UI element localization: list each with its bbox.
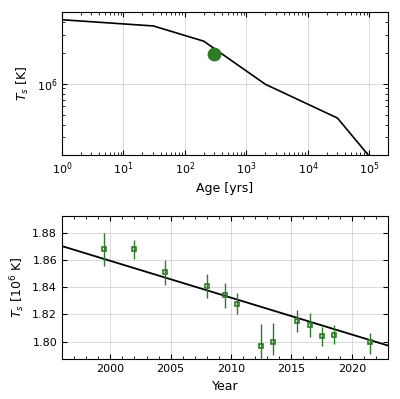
Point	[211, 51, 218, 57]
Y-axis label: $T_s$ [K]: $T_s$ [K]	[15, 66, 31, 101]
Y-axis label: $T_s$ [$10^6$ K]: $T_s$ [$10^6$ K]	[8, 257, 27, 318]
X-axis label: Year: Year	[212, 379, 238, 393]
X-axis label: Age [yrs]: Age [yrs]	[196, 182, 254, 196]
